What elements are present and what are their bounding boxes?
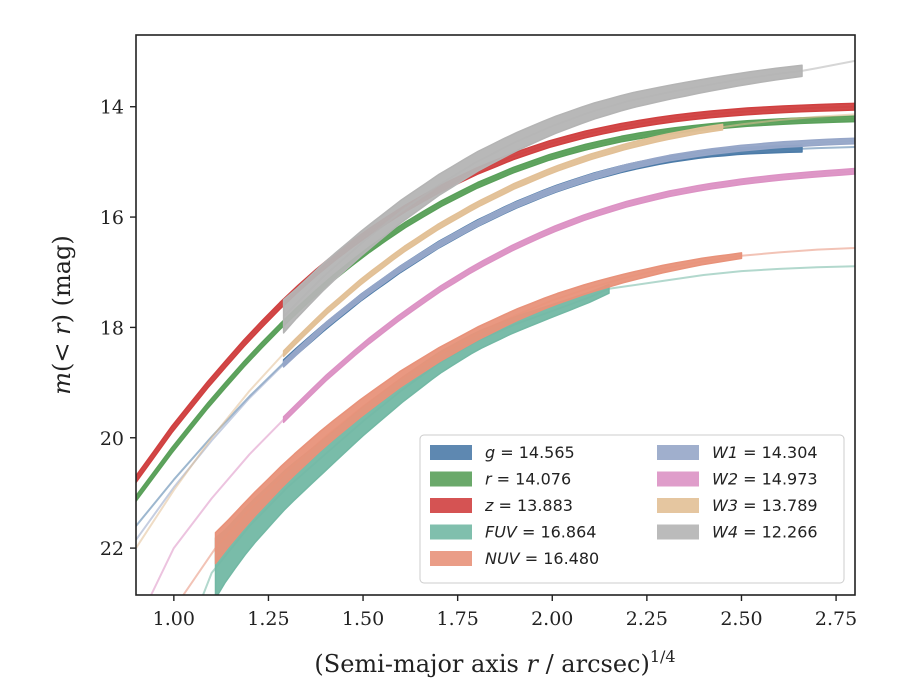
legend-swatch — [430, 524, 472, 540]
y-tick-label: 18 — [100, 317, 124, 339]
ticks-layer: 1.00 1.25 1.50 1.75 2.00 2.25 2.50 2.75 14 16 18 20… — [100, 97, 857, 630]
x-axis-label: (Semi-major axis r / arcsec)1/4 — [314, 647, 675, 678]
series-band-w3 — [282, 123, 724, 358]
legend-swatch — [430, 471, 472, 487]
legend-swatch — [657, 445, 699, 460]
x-axis-label-pre: (Semi-major axis — [314, 650, 526, 678]
legend-swatch — [657, 524, 699, 540]
legend-swatch — [430, 551, 472, 566]
legend-entry-nuv: NUV = 16.480 — [430, 549, 599, 568]
series-w2 — [150, 167, 855, 595]
legend-label: W4 = 12.266 — [712, 523, 818, 542]
series-band-w2 — [282, 167, 855, 424]
legend-label: z = 13.883 — [484, 496, 573, 515]
legend-entry-r: r = 14.076 — [430, 470, 571, 489]
legend-swatch — [657, 471, 699, 487]
y-tick-label: 22 — [100, 538, 124, 560]
y-tick-label: 20 — [100, 428, 124, 450]
series-band-w1 — [282, 137, 855, 368]
plot-frame — [135, 34, 856, 596]
series-w1 — [136, 137, 855, 541]
x-tick-label: 1.75 — [437, 608, 479, 630]
series-w3 — [136, 113, 855, 549]
legend-entry-fuv: FUV = 16.864 — [430, 523, 596, 542]
x-tick-label: 1.00 — [153, 608, 195, 630]
x-tick-label: 2.50 — [720, 608, 762, 630]
legend-entry-w2: W2 = 14.973 — [657, 470, 818, 489]
legend-label: W1 = 14.304 — [712, 443, 818, 462]
x-tick-label: 2.25 — [626, 608, 668, 630]
x-tick-label: 2.00 — [531, 608, 573, 630]
series-band-w4 — [282, 64, 803, 334]
y-axis-label: m(< r) (mag) — [48, 235, 76, 395]
legend-swatch — [430, 498, 472, 513]
legend-entry-z: z = 13.883 — [430, 496, 573, 515]
legend-label: W3 = 13.789 — [712, 496, 818, 515]
x-axis-label-post: / arcsec) — [538, 650, 650, 678]
legend-entry-w3: W3 = 13.789 — [657, 496, 818, 515]
x-tick-label: 1.50 — [342, 608, 384, 630]
y-tick-label: 16 — [100, 207, 124, 229]
legend-swatch — [430, 445, 472, 460]
legend-entry-w1: W1 = 14.304 — [657, 443, 818, 462]
x-axis-label-italic: r — [526, 650, 539, 678]
x-tick-label: 2.75 — [815, 608, 857, 630]
legend-label: NUV = 16.480 — [485, 549, 599, 568]
legend-entries: g = 14.565 r = 14.076 z = 13.883 FUV = 16.8… — [430, 443, 818, 568]
x-axis-label-exponent: 1/4 — [650, 647, 676, 666]
legend-swatch — [657, 498, 699, 513]
legend-label: W2 = 14.973 — [712, 470, 818, 489]
x-tick-label: 1.25 — [247, 608, 289, 630]
series-band-nuv — [214, 252, 743, 565]
legend-label: FUV = 16.864 — [485, 523, 596, 542]
y-tick-label: 14 — [100, 97, 124, 119]
legend-entry-w4: W4 = 12.266 — [657, 523, 818, 542]
series-nuv — [182, 247, 855, 595]
series-layer — [136, 59, 855, 595]
series-w4 — [282, 59, 855, 334]
legend-entry-g: g = 14.565 — [430, 443, 575, 462]
legend-label: r = 14.076 — [485, 470, 571, 489]
legend-box — [419, 434, 845, 584]
legend: g = 14.565 r = 14.076 z = 13.883 FUV = 16.8… — [419, 434, 845, 584]
legend-label: g = 14.565 — [485, 443, 575, 462]
